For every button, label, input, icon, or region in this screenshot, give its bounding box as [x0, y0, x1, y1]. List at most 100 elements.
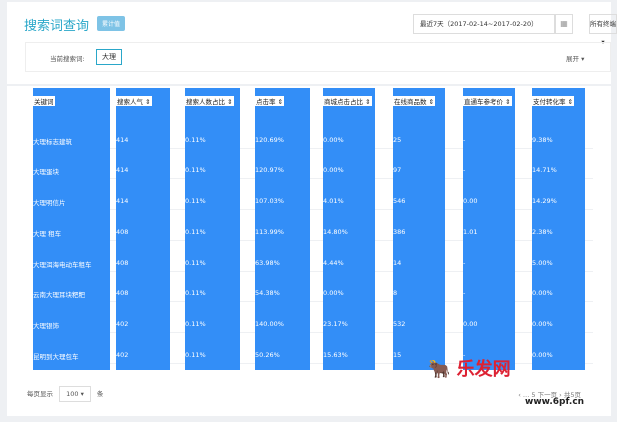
table-cell: 0.11%: [185, 136, 206, 144]
header-panel: 搜索词查询 累计值 最近7天（2017-02-14~2017-02-20） ▦ …: [7, 2, 617, 84]
table-cell: 4.44%: [323, 259, 344, 267]
row-divider: [33, 148, 593, 149]
table-column: 直通车参考价 ⇕ - - 0.00 1.01 - - 0.00 -: [463, 88, 515, 370]
row-divider: [33, 178, 593, 179]
current-term-label: 当前搜索词:: [50, 55, 85, 63]
table-cell: 140.00%: [255, 320, 284, 328]
row-divider: [33, 209, 593, 210]
page-title: 搜索词查询: [24, 19, 90, 34]
column-header[interactable]: 在线商品数 ⇕: [393, 96, 436, 106]
table-cell: 63.98%: [255, 259, 280, 267]
table-column: 支付转化率 ⇕ 9.38% 14.71% 14.29% 2.38% 5.00% 0.00% 0…: [532, 88, 585, 370]
pagination[interactable]: ‹ … 5 下一页 › 共5页: [518, 391, 581, 399]
column-header[interactable]: 点击率 ⇕: [255, 96, 285, 106]
table-cell: 414: [116, 166, 129, 174]
table-cell: 107.03%: [255, 197, 284, 205]
table-cell: 0.00%: [532, 320, 553, 328]
table-cell: 532: [393, 320, 406, 328]
keyword-link[interactable]: 昆明到大理包车: [33, 353, 79, 361]
row-divider: [33, 332, 593, 333]
table-cell: 0.11%: [185, 228, 206, 236]
table-cell: 0.00%: [323, 136, 344, 144]
keyword-link[interactable]: 大理蛋块: [33, 168, 59, 176]
table-cell: -: [463, 136, 466, 144]
table-cell: 14.71%: [532, 166, 557, 174]
column-header[interactable]: 商城点击占比 ⇕: [323, 96, 372, 106]
table-cell: 414: [116, 136, 129, 144]
row-divider: [33, 301, 593, 302]
date-range-picker[interactable]: 最近7天（2017-02-14~2017-02-20）: [413, 14, 555, 34]
table-column: 在线商品数 ⇕ 25 97 546 386 14 8 532 15: [393, 88, 445, 370]
table-cell: 15.63%: [323, 351, 348, 359]
table-cell: 15: [393, 351, 402, 359]
table-cell: -: [463, 166, 466, 174]
row-divider: [33, 363, 593, 364]
table-cell: -: [463, 289, 466, 297]
cumulative-badge[interactable]: 累计值: [97, 16, 126, 31]
table-cell: 0.11%: [185, 259, 206, 267]
table-cell: 0.00: [463, 320, 478, 328]
table-cell: 414: [116, 197, 129, 205]
table-column: 搜索人数占比 ⇕ 0.11% 0.11% 0.11% 0.11% 0.11% 0.11% 0.…: [185, 88, 240, 370]
table-cell: 120.97%: [255, 166, 284, 174]
column-header[interactable]: 支付转化率 ⇕: [532, 96, 575, 106]
keyword-link[interactable]: 大理银饰: [33, 322, 59, 330]
column-header[interactable]: 搜索人气 ⇕: [116, 96, 152, 106]
terminal-select[interactable]: 所有终端 ▾: [589, 14, 617, 46]
column-header[interactable]: 搜索人数占比 ⇕: [185, 96, 234, 106]
table-cell: 0.00%: [532, 351, 553, 359]
calendar-icon[interactable]: ▦: [555, 14, 573, 34]
filter-bar: 当前搜索词: 大理 展开 ▾: [25, 42, 611, 72]
results-table: 每页显示 100 ▾ 条 ‹ … 5 下一页 › 共5页 关键词 大理标志建筑 大理…: [7, 86, 611, 416]
table-cell: 0.00: [463, 197, 478, 205]
table-cell: 0.00%: [532, 289, 553, 297]
table-cell: 1.01: [463, 228, 478, 236]
keyword-link[interactable]: 大理 租车: [33, 230, 62, 238]
column-header[interactable]: 关键词: [33, 96, 55, 106]
table-cell: 54.38%: [255, 289, 280, 297]
table-cell: 2.38%: [532, 228, 553, 236]
row-divider: [33, 271, 593, 272]
table-cell: 402: [116, 320, 129, 328]
table-cell: 402: [116, 351, 129, 359]
keyword-link[interactable]: 大理洱海电动车租车: [33, 261, 92, 269]
keyword-link[interactable]: 云南大理耳块粑粑: [33, 291, 85, 299]
table-cell: 408: [116, 259, 129, 267]
table-cell: 25: [393, 136, 402, 144]
table-cell: 97: [393, 166, 402, 174]
table-cell: 120.69%: [255, 136, 284, 144]
table-cell: 0.11%: [185, 197, 206, 205]
expand-button[interactable]: 展开 ▾: [566, 55, 585, 63]
table-cell: 0.11%: [185, 166, 206, 174]
table-column: 点击率 ⇕ 120.69% 120.97% 107.03% 113.99% 63.98% 5…: [255, 88, 310, 370]
table-cell: 14: [393, 259, 402, 267]
per-page-value: 100: [66, 390, 79, 398]
table-column: 关键词大理标志建筑 大理蛋块大理明信片大理 租车大理洱海电动车租车 云南大理耳块粑粑…: [33, 88, 110, 370]
table-cell: 4.01%: [323, 197, 344, 205]
table-cell: 0.00%: [323, 289, 344, 297]
table-cell: 408: [116, 289, 129, 297]
table-cell: 9.38%: [532, 136, 553, 144]
table-cell: 5.00%: [532, 259, 553, 267]
per-page-label: 每页显示: [27, 390, 53, 398]
table-cell: 0.00%: [323, 166, 344, 174]
watermark-url: www.6pf.cn: [525, 397, 585, 407]
table-column: 搜索人气 ⇕ 414 414 414 408 408 408 402 402: [116, 88, 170, 370]
table-cell: 8: [393, 289, 398, 297]
table-cell: 23.17%: [323, 320, 348, 328]
table-cell: -: [463, 351, 466, 359]
table-cell: 408: [116, 228, 129, 236]
table-cell: 0.11%: [185, 351, 206, 359]
per-page-control: 每页显示 100 ▾ 条: [27, 386, 103, 402]
keyword-link[interactable]: 大理明信片: [33, 199, 66, 207]
table-cell: -: [463, 259, 466, 267]
table-cell: 113.99%: [255, 228, 284, 236]
watermark-logo: 🐂 乐发网: [428, 359, 511, 380]
table-cell: 0.11%: [185, 289, 206, 297]
table-cell: 546: [393, 197, 406, 205]
column-header[interactable]: 直通车参考价 ⇕: [463, 96, 512, 106]
per-page-select[interactable]: 100 ▾: [59, 386, 91, 402]
current-term-tag[interactable]: 大理: [96, 49, 122, 65]
keyword-link[interactable]: 大理标志建筑: [33, 138, 72, 146]
table-cell: 14.29%: [532, 197, 557, 205]
